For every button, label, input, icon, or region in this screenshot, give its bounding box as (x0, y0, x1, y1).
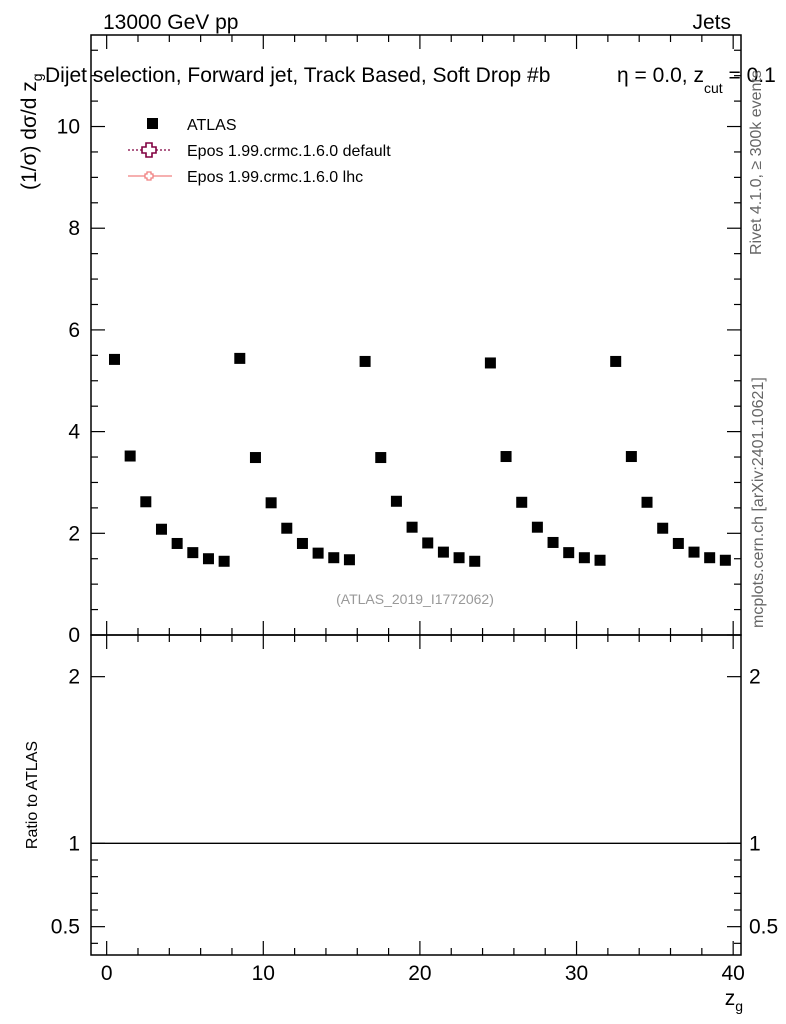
legend-atlas-marker (147, 118, 158, 129)
data-point (155, 523, 167, 535)
ratio-y-tick-label: 2 (68, 666, 80, 689)
data-point (343, 554, 355, 566)
x-tick-label: 0 (101, 962, 113, 985)
data-point (218, 555, 230, 567)
legend-epos-default-label: Epos 1.99.crmc.1.6.0 default (187, 143, 391, 160)
data-point (469, 555, 481, 567)
mcplots-label: mcplots.cern.ch [arXiv:2401.10621] (750, 377, 767, 628)
data-point (312, 547, 324, 559)
main-y-tick-label: 0 (68, 624, 80, 647)
x-axis-title: zg (725, 987, 743, 1014)
data-point (234, 352, 246, 364)
data-point (171, 537, 183, 549)
plot-title-tail-end: = 0.1 (723, 64, 776, 87)
data-point (610, 355, 622, 367)
data-point (704, 552, 716, 564)
main-y-axis-title-sub: g (29, 73, 45, 81)
data-point (359, 355, 371, 367)
data-point (328, 552, 340, 564)
ratio-panel: 0.5 0.5 1 1 2 2 (51, 634, 778, 956)
ratio-y-tick-label-right: 2 (749, 666, 761, 689)
plot-title-main: Dijet selection, Forward jet, Track Base… (45, 64, 550, 87)
main-y-tick-label: 2 (68, 522, 80, 545)
ratio-y-tick-labels: 0.5 0.5 1 1 2 2 (51, 666, 778, 939)
data-point (453, 552, 465, 564)
data-point (390, 495, 402, 507)
ratio-y-tick-label: 0.5 (51, 916, 80, 939)
data-point (719, 554, 731, 566)
data-point (563, 547, 575, 559)
main-y-tick-label: 4 (68, 421, 80, 444)
ratio-y-tick-label-right: 1 (749, 832, 761, 855)
ratio-y-tick-label: 1 (68, 832, 80, 855)
legend: ATLAS Epos 1.99.crmc.1.6.0 default Epos … (128, 117, 391, 186)
main-y-tick-label: 10 (57, 116, 80, 139)
x-axis-title-sub: g (735, 998, 743, 1014)
data-point (594, 554, 606, 566)
x-tick-label: 10 (252, 962, 275, 985)
data-point (108, 353, 120, 365)
x-tick-label: 40 (721, 962, 744, 985)
ratio-y-tick-label-right: 0.5 (749, 916, 778, 939)
data-point (437, 546, 449, 558)
data-point (422, 537, 434, 549)
data-point (296, 537, 308, 549)
data-point (249, 452, 261, 464)
ratio-y-axis-title: Ratio to ATLAS (24, 741, 41, 849)
data-point (375, 452, 387, 464)
legend-epos-lhc-marker (144, 171, 154, 181)
data-point (484, 357, 496, 369)
data-point (202, 553, 214, 565)
data-point (187, 547, 199, 559)
main-panel: 0 2 4 6 8 10 ATLAS Epos 1.99.crmc.1.6.0 defau… (57, 34, 742, 647)
data-point (688, 546, 700, 558)
main-y-tick-labels: 0 2 4 6 8 10 (57, 116, 81, 647)
data-point (281, 522, 293, 534)
main-y-axis-title-main: (1/σ) dσ/d z (18, 81, 41, 190)
data-point (406, 521, 418, 533)
legend-epos-lhc-label: Epos 1.99.crmc.1.6.0 lhc (187, 169, 363, 186)
x-tick-labels: 0 10 20 30 40 (101, 962, 745, 985)
analysis-watermark: (ATLAS_2019_I1772062) (336, 591, 494, 607)
x-tick-label: 30 (565, 962, 588, 985)
data-point (578, 552, 590, 564)
x-axis-title-main: z (725, 987, 736, 1010)
ratio-panel-frame (90, 634, 742, 956)
data-point (625, 451, 637, 463)
energy-label: 13000 GeV pp (103, 11, 238, 34)
ratio-panel-ticks (91, 635, 741, 955)
main-y-tick-label: 8 (68, 217, 80, 240)
rivet-version-label: Rivet 4.1.0, ≥ 300k events (748, 70, 765, 255)
plot-title-tail: η = 0.0, zcut = 0.1 (617, 64, 776, 96)
plot-title: Dijet selection, Forward jet, Track Base… (45, 64, 550, 87)
data-point (516, 496, 528, 508)
data-point (265, 497, 277, 509)
atlas-data-points (108, 352, 731, 567)
data-point (124, 450, 136, 462)
main-y-tick-label: 6 (68, 319, 80, 342)
main-panel-ticks (91, 35, 741, 636)
legend-atlas-label: ATLAS (187, 117, 237, 134)
x-tick-label: 20 (408, 962, 431, 985)
legend-epos-default-marker (141, 142, 157, 158)
plot-title-tail-main: η = 0.0, z (617, 64, 704, 87)
process-label: Jets (692, 11, 731, 34)
plot-title-tail-sub: cut (704, 80, 723, 96)
data-point (140, 496, 152, 508)
data-point (641, 496, 653, 508)
data-point (500, 451, 512, 463)
data-point (657, 522, 669, 534)
data-point (672, 537, 684, 549)
data-point (531, 521, 543, 533)
data-point (547, 536, 559, 548)
main-y-axis-title: (1/σ) dσ/d zg (18, 73, 45, 190)
